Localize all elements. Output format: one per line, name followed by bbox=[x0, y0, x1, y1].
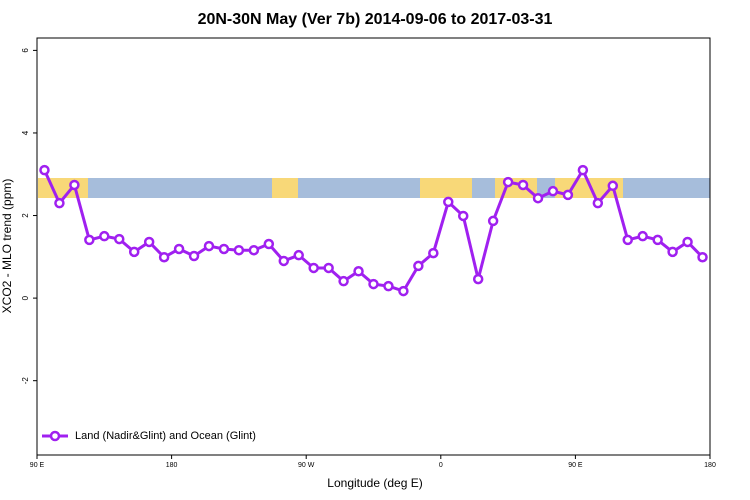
land-patch bbox=[420, 178, 472, 198]
plot-frame bbox=[36, 37, 711, 456]
data-point bbox=[293, 249, 304, 261]
chart-title: 20N-30N May (Ver 7b) 2014-09-06 to 2017-… bbox=[198, 11, 553, 28]
data-point bbox=[99, 230, 110, 242]
x-axis-label: Longitude (deg E) bbox=[327, 476, 422, 490]
legend-label: Land (Nadir&Glint) and Ocean (Glint) bbox=[75, 430, 256, 442]
data-point bbox=[577, 164, 589, 176]
data-point bbox=[54, 197, 65, 209]
data-point bbox=[637, 230, 648, 242]
x-tick-label: 90 E bbox=[568, 462, 583, 469]
x-tick-label: 0 bbox=[439, 462, 443, 469]
data-point bbox=[39, 164, 50, 176]
data-point bbox=[517, 179, 529, 191]
data-point bbox=[547, 185, 559, 197]
data-point bbox=[607, 180, 619, 192]
data-point bbox=[562, 189, 574, 201]
data-point bbox=[84, 234, 95, 246]
legend-marker bbox=[49, 430, 61, 442]
data-point bbox=[697, 251, 708, 263]
data-point bbox=[428, 247, 439, 259]
data-point bbox=[667, 246, 678, 258]
data-point bbox=[143, 236, 155, 248]
data-point bbox=[338, 275, 349, 287]
data-point bbox=[69, 179, 80, 191]
y-tick-label: -2 bbox=[21, 377, 30, 385]
land-patch bbox=[38, 178, 88, 198]
data-point bbox=[308, 262, 319, 274]
data-point bbox=[413, 260, 424, 272]
land-patch bbox=[495, 178, 537, 198]
y-tick-label: 2 bbox=[21, 213, 30, 218]
data-point bbox=[158, 251, 170, 263]
x-tick-label: 90 W bbox=[298, 462, 315, 469]
data-point bbox=[218, 243, 230, 255]
data-point bbox=[592, 197, 604, 209]
y-tick-label: 6 bbox=[21, 48, 30, 53]
y-tick-label: 4 bbox=[21, 130, 30, 135]
data-point bbox=[278, 255, 290, 267]
data-point bbox=[353, 266, 364, 277]
land-patch bbox=[272, 178, 298, 198]
data-point bbox=[502, 176, 514, 188]
data-point bbox=[323, 262, 334, 274]
data-point bbox=[652, 234, 663, 246]
data-point bbox=[383, 280, 394, 292]
x-tick-label: 180 bbox=[166, 462, 178, 469]
data-point bbox=[263, 238, 275, 250]
data-point bbox=[472, 273, 484, 285]
data-point bbox=[114, 233, 125, 245]
data-point bbox=[398, 285, 409, 297]
data-point bbox=[487, 215, 499, 227]
data-point bbox=[173, 243, 185, 255]
data-point bbox=[188, 250, 200, 262]
data-point bbox=[233, 244, 245, 256]
x-tick-label: 90 E bbox=[30, 462, 45, 469]
data-point bbox=[128, 246, 140, 258]
y-axis-label: XCO2 - MLO trend (ppm) bbox=[0, 179, 14, 314]
data-point bbox=[368, 278, 379, 290]
data-point bbox=[248, 244, 260, 256]
ocean-band bbox=[38, 178, 710, 198]
data-point bbox=[457, 210, 469, 222]
data-point bbox=[203, 240, 215, 252]
x-tick-label: 180 bbox=[704, 462, 716, 469]
data-point bbox=[622, 234, 633, 246]
data-point bbox=[682, 236, 693, 248]
data-point bbox=[443, 196, 454, 208]
y-tick-label: 0 bbox=[21, 295, 30, 300]
data-point bbox=[532, 192, 544, 204]
